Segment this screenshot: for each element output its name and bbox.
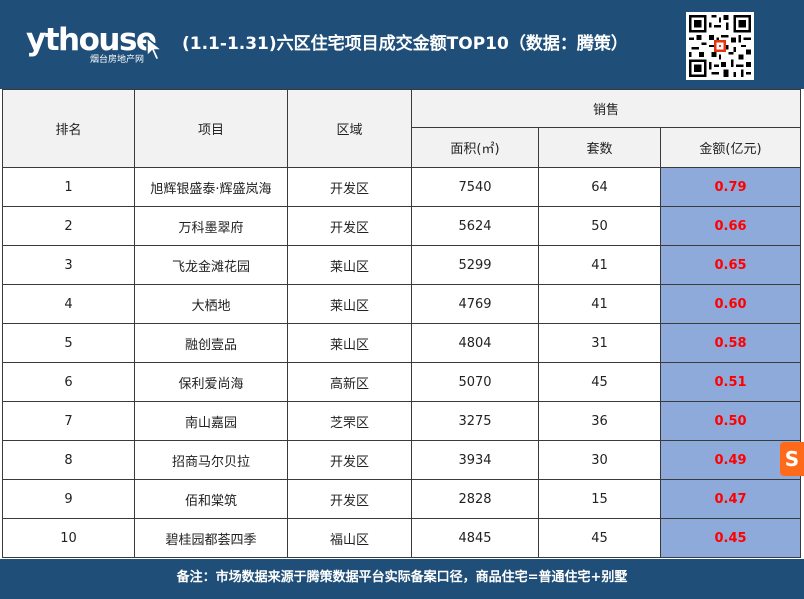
cell-rank: 7	[2, 401, 135, 441]
cell-rank: 3	[2, 245, 135, 285]
logo-subtitle: 烟台房地产网	[90, 55, 145, 65]
cell-project: 南山嘉园	[134, 401, 288, 441]
cell-district: 莱山区	[287, 284, 412, 324]
cell-area: 5299	[411, 245, 539, 285]
cell-district: 开发区	[287, 440, 412, 480]
cell-area: 4769	[411, 284, 539, 324]
cell-rank: 6	[2, 362, 135, 402]
cell-amount: 0.65	[659, 245, 802, 285]
table-row: 2 万科墨翠府 开发区 5624 50 0.66	[2, 206, 802, 246]
header-rank: 排名	[2, 89, 135, 168]
cell-units: 31	[538, 323, 661, 363]
cell-project: 大栖地	[134, 284, 288, 324]
cell-area: 4845	[411, 518, 539, 558]
cell-amount: 0.47	[659, 479, 802, 519]
cell-rank: 10	[2, 518, 135, 558]
cell-project: 飞龙金滩花园	[134, 245, 288, 285]
cell-amount: 0.50	[659, 401, 802, 441]
table-row: 10 碧桂园都荟四季 福山区 4845 45 0.45	[2, 518, 802, 558]
cell-area: 3275	[411, 401, 539, 441]
footer-note-text: 备注：市场数据来源于腾策数据平台实际备案口径，商品住宅=普通住宅+别墅	[176, 570, 628, 585]
cell-district: 福山区	[287, 518, 412, 558]
cell-units: 45	[538, 362, 661, 402]
cell-rank: 2	[2, 206, 135, 246]
header-banner: ythouse 烟台房地产网 (1.1-1.31)六区住宅项目成交金额TOP10…	[0, 0, 804, 89]
cell-project: 碧桂园都荟四季	[134, 518, 288, 558]
cell-district: 莱山区	[287, 245, 412, 285]
page-title: (1.1-1.31)六区住宅项目成交金额TOP10（数据：腾策）	[182, 34, 628, 54]
cell-amount: 0.45	[659, 518, 802, 558]
footer-note: 备注：市场数据来源于腾策数据平台实际备案口径，商品住宅=普通住宅+别墅	[0, 559, 804, 599]
table-row: 1 旭辉银盛泰·辉盛岚海 开发区 7540 64 0.79	[2, 167, 802, 207]
cell-units: 64	[538, 167, 661, 207]
header-area: 面积(㎡)	[411, 127, 539, 168]
cell-amount: 0.66	[659, 206, 802, 246]
cell-district: 芝罘区	[287, 401, 412, 441]
table-row: 7 南山嘉园 芝罘区 3275 36 0.50	[2, 401, 802, 441]
cell-amount: 0.49	[659, 440, 802, 480]
cell-project: 万科墨翠府	[134, 206, 288, 246]
table-row: 8 招商马尔贝拉 开发区 3934 30 0.49	[2, 440, 802, 480]
cell-area: 3934	[411, 440, 539, 480]
header-sales: 销售	[410, 89, 802, 128]
cell-district: 开发区	[287, 479, 412, 519]
cell-area: 5070	[411, 362, 539, 402]
cell-units: 15	[538, 479, 661, 519]
cell-district: 莱山区	[287, 323, 412, 363]
table-row: 6 保利爱尚海 高新区 5070 45 0.51	[2, 362, 802, 402]
logo-wordmark: ythouse	[26, 22, 157, 58]
cell-rank: 1	[2, 167, 135, 207]
table-row: 4 大栖地 莱山区 4769 41 0.60	[2, 284, 802, 324]
sogou-badge-icon[interactable]: S	[780, 442, 804, 476]
cell-units: 41	[538, 245, 661, 285]
qr-code-icon[interactable]	[686, 12, 754, 80]
cell-rank: 4	[2, 284, 135, 324]
cell-district: 高新区	[287, 362, 412, 402]
cell-amount: 0.58	[659, 323, 802, 363]
cell-project: 旭辉银盛泰·辉盛岚海	[134, 167, 288, 207]
cell-amount: 0.60	[659, 284, 802, 324]
header-units: 套数	[538, 127, 661, 168]
cell-project: 保利爱尚海	[134, 362, 288, 402]
cell-district: 开发区	[287, 206, 412, 246]
cell-project: 招商马尔贝拉	[134, 440, 288, 480]
cell-units: 41	[538, 284, 661, 324]
table-row: 3 飞龙金滩花园 莱山区 5299 41 0.65	[2, 245, 802, 285]
cell-area: 4804	[411, 323, 539, 363]
side-badge-label: S	[784, 447, 800, 471]
cell-amount: 0.51	[659, 362, 802, 402]
cursor-arrow-icon	[146, 36, 165, 62]
table-row: 9 佰和棠筑 开发区 2828 15 0.47	[2, 479, 802, 519]
sales-ranking-table: 排名 项目 区域 销售 面积(㎡) 套数 金额(亿元) 1 旭辉银盛泰·辉盛岚海…	[2, 89, 802, 558]
cell-rank: 9	[2, 479, 135, 519]
cell-project: 佰和棠筑	[134, 479, 288, 519]
header-project: 项目	[134, 89, 288, 168]
cell-district: 开发区	[287, 167, 412, 207]
cell-units: 45	[538, 518, 661, 558]
cell-area: 2828	[411, 479, 539, 519]
header-amount: 金额(亿元)	[659, 127, 802, 168]
cell-units: 36	[538, 401, 661, 441]
cell-amount: 0.79	[659, 167, 802, 207]
cell-rank: 5	[2, 323, 135, 363]
table-row: 5 融创壹品 莱山区 4804 31 0.58	[2, 323, 802, 363]
cell-units: 50	[538, 206, 661, 246]
ythouse-logo[interactable]: ythouse 烟台房地产网	[26, 22, 166, 72]
cell-rank: 8	[2, 440, 135, 480]
cell-area: 7540	[411, 167, 539, 207]
cell-area: 5624	[411, 206, 539, 246]
cell-project: 融创壹品	[134, 323, 288, 363]
cell-units: 30	[538, 440, 661, 480]
header-district: 区域	[287, 89, 412, 168]
